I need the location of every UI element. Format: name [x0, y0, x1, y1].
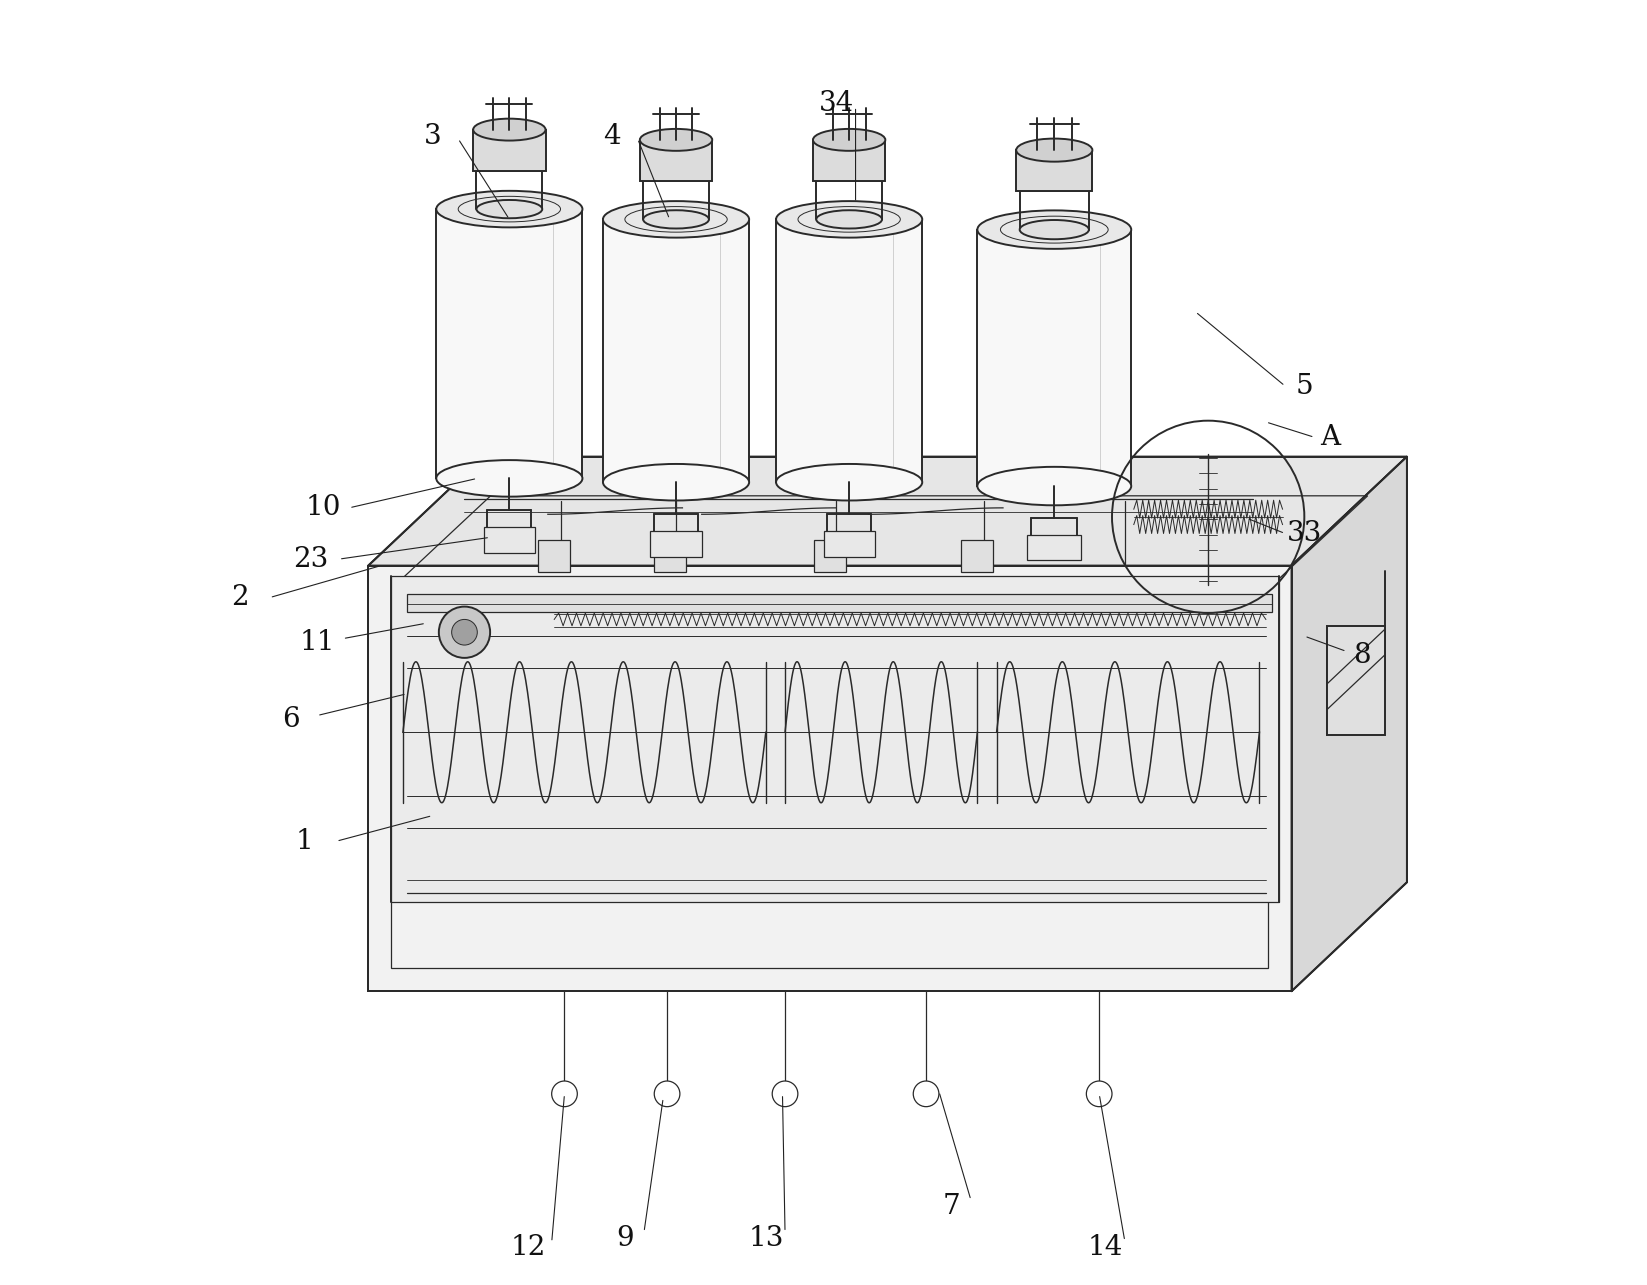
Ellipse shape [644, 211, 708, 229]
Text: 12: 12 [511, 1234, 547, 1261]
Ellipse shape [603, 200, 749, 238]
Bar [539, 540, 570, 572]
Ellipse shape [473, 118, 545, 140]
Text: 9: 9 [616, 1225, 634, 1253]
Ellipse shape [641, 128, 712, 150]
Text: 5: 5 [1296, 373, 1313, 400]
Text: 14: 14 [1089, 1234, 1123, 1261]
Circle shape [912, 1081, 939, 1106]
Ellipse shape [476, 200, 542, 218]
Ellipse shape [814, 128, 886, 150]
Circle shape [552, 1081, 578, 1106]
Text: 4: 4 [603, 122, 621, 149]
Text: 33: 33 [1286, 520, 1323, 547]
Polygon shape [407, 594, 1271, 612]
Text: 3: 3 [423, 122, 441, 149]
Circle shape [654, 1081, 680, 1106]
Text: 34: 34 [819, 90, 853, 117]
Text: A: A [1319, 424, 1341, 451]
Polygon shape [1291, 456, 1407, 991]
Bar [962, 540, 993, 572]
Text: 7: 7 [942, 1194, 960, 1221]
Polygon shape [603, 220, 749, 482]
Text: 13: 13 [748, 1225, 784, 1253]
Bar [1327, 626, 1385, 735]
Bar [1016, 150, 1092, 191]
Text: 23: 23 [293, 546, 328, 573]
Ellipse shape [817, 211, 883, 229]
Polygon shape [776, 220, 922, 482]
Text: 1: 1 [295, 828, 313, 855]
Polygon shape [369, 565, 1291, 991]
Text: 11: 11 [300, 628, 334, 657]
Circle shape [1087, 1081, 1112, 1106]
Bar [473, 130, 545, 171]
Ellipse shape [776, 464, 922, 500]
Polygon shape [392, 576, 1278, 902]
Circle shape [772, 1081, 797, 1106]
Ellipse shape [776, 200, 922, 238]
Bar [824, 531, 875, 556]
Circle shape [451, 619, 478, 645]
Bar [1028, 535, 1080, 560]
Bar [651, 531, 702, 556]
Circle shape [438, 607, 491, 658]
Polygon shape [436, 209, 583, 478]
Bar [814, 140, 886, 181]
Ellipse shape [603, 464, 749, 500]
Ellipse shape [977, 466, 1131, 505]
Bar [484, 527, 535, 553]
Text: 6: 6 [283, 705, 300, 732]
Ellipse shape [436, 191, 583, 227]
Ellipse shape [1016, 139, 1092, 162]
Text: 2: 2 [231, 585, 249, 612]
Text: 8: 8 [1354, 641, 1370, 668]
Polygon shape [369, 456, 1407, 565]
Bar [654, 540, 685, 572]
Bar [641, 140, 712, 181]
Polygon shape [977, 230, 1131, 486]
Ellipse shape [1019, 220, 1089, 239]
Ellipse shape [436, 460, 583, 496]
Ellipse shape [977, 211, 1131, 249]
Bar [814, 540, 847, 572]
Text: 10: 10 [306, 495, 341, 522]
